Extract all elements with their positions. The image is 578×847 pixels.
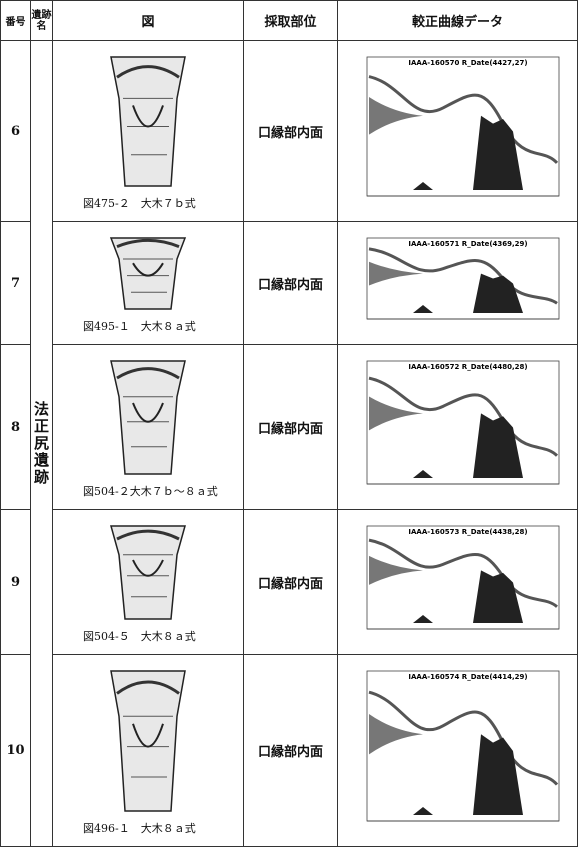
- calibrated-distribution: [412, 569, 523, 623]
- date-distribution: [368, 395, 423, 430]
- plot-frame: [366, 360, 559, 484]
- figure-caption: 図504-５ 大木８ａ式: [83, 630, 196, 643]
- figure-caption: 図504-２大木７ｂ～８ａ式: [83, 485, 218, 498]
- site-name: 法正尻遺跡: [31, 41, 53, 847]
- date-distribution: [368, 713, 423, 754]
- calibration-curve: [368, 74, 558, 164]
- date-distribution: [368, 261, 423, 285]
- plot-frame: [366, 670, 559, 821]
- figure-caption: 図475-２ 大木７ｂ式: [83, 197, 196, 210]
- calibration-curve: [368, 376, 558, 457]
- pottery-drawing: [110, 670, 186, 812]
- calibrated-distribution: [412, 412, 523, 478]
- calibration-chart: IAAA-160574 R_Date(4414,29): [366, 670, 559, 821]
- pottery-drawing: [110, 360, 186, 475]
- calibration-curve: [368, 690, 558, 786]
- figure-cell: 図475-２ 大木７ｂ式: [53, 41, 244, 222]
- figure-caption: 図496-１ 大木８ａ式: [83, 822, 196, 835]
- column-header: 採取部位: [244, 1, 338, 41]
- chart-title: IAAA-160574 R_Date(4414,29): [408, 673, 527, 681]
- row-number: 10: [1, 655, 31, 847]
- calibration-curve: [368, 246, 558, 305]
- figure-cell: 図496-１ 大木８ａ式: [53, 655, 244, 847]
- calibrated-distribution: [412, 733, 523, 815]
- chart-cell: IAAA-160573 R_Date(4438,28): [338, 510, 578, 655]
- figure-cell: 図495-１ 大木８ａ式: [53, 222, 244, 345]
- figure-cell: 図504-５ 大木８ａ式: [53, 510, 244, 655]
- row-number: 8: [1, 345, 31, 510]
- pottery-drawing: [110, 56, 186, 187]
- sample-part: 口縁部内面: [244, 655, 338, 847]
- calibration-curve: [368, 538, 558, 608]
- chart-cell: IAAA-160571 R_Date(4369,29): [338, 222, 578, 345]
- column-header: 番号: [1, 1, 31, 41]
- plot-frame: [366, 56, 559, 196]
- column-header: 較正曲線データ: [338, 1, 578, 41]
- chart-cell: IAAA-160572 R_Date(4480,28): [338, 345, 578, 510]
- calibration-chart: IAAA-160571 R_Date(4369,29): [366, 237, 559, 319]
- sample-part: 口縁部内面: [244, 510, 338, 655]
- column-header: 遺跡名: [31, 1, 53, 41]
- chart-cell: IAAA-160570 R_Date(4427,27): [338, 41, 578, 222]
- chart-cell: IAAA-160574 R_Date(4414,29): [338, 655, 578, 847]
- calibration-chart: IAAA-160573 R_Date(4438,28): [366, 525, 559, 629]
- calibration-chart: IAAA-160572 R_Date(4480,28): [366, 360, 559, 484]
- chart-title: IAAA-160573 R_Date(4438,28): [408, 528, 527, 536]
- row-number: 7: [1, 222, 31, 345]
- row-number: 6: [1, 41, 31, 222]
- calibration-chart: IAAA-160570 R_Date(4427,27): [366, 56, 559, 196]
- calibrated-distribution: [412, 115, 523, 190]
- chart-title: IAAA-160571 R_Date(4369,29): [408, 240, 527, 248]
- row-number: 9: [1, 510, 31, 655]
- figure-caption: 図495-１ 大木８ａ式: [83, 320, 196, 333]
- sample-part: 口縁部内面: [244, 345, 338, 510]
- calibrated-distribution: [412, 273, 523, 313]
- sample-part: 口縁部内面: [244, 222, 338, 345]
- chart-title: IAAA-160570 R_Date(4427,27): [408, 59, 527, 67]
- chart-title: IAAA-160572 R_Date(4480,28): [408, 363, 527, 371]
- figure-cell: 図504-２大木７ｂ～８ａ式: [53, 345, 244, 510]
- pottery-drawing: [109, 237, 187, 310]
- date-distribution: [368, 555, 423, 585]
- pottery-drawing: [110, 525, 186, 620]
- plot-frame: [366, 525, 559, 629]
- plot-frame: [366, 237, 559, 319]
- sample-part: 口縁部内面: [244, 41, 338, 222]
- date-distribution: [368, 96, 423, 135]
- column-header: 図: [53, 1, 244, 41]
